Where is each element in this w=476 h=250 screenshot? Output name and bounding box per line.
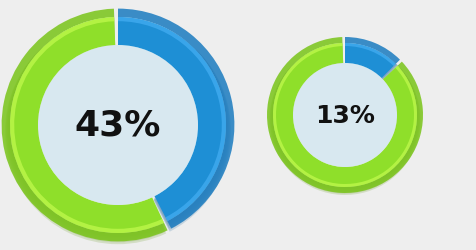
Wedge shape [8, 18, 165, 237]
Text: 13%: 13% [315, 104, 375, 128]
Wedge shape [345, 44, 397, 81]
Wedge shape [273, 44, 417, 187]
Wedge shape [345, 44, 396, 67]
Wedge shape [345, 44, 397, 82]
Wedge shape [118, 18, 228, 227]
Wedge shape [345, 44, 398, 84]
Wedge shape [345, 44, 396, 79]
Wedge shape [345, 44, 397, 82]
Wedge shape [270, 44, 419, 193]
Wedge shape [6, 19, 166, 242]
Wedge shape [293, 64, 397, 167]
Wedge shape [118, 19, 231, 232]
Wedge shape [118, 18, 228, 225]
Wedge shape [10, 18, 164, 233]
Wedge shape [272, 44, 418, 190]
Wedge shape [118, 19, 230, 230]
Wedge shape [1, 10, 168, 241]
Wedge shape [118, 18, 226, 221]
Text: 43%: 43% [75, 108, 161, 142]
Wedge shape [118, 19, 229, 228]
Wedge shape [345, 38, 400, 65]
Wedge shape [267, 38, 423, 193]
Wedge shape [8, 18, 165, 239]
Wedge shape [271, 44, 419, 191]
Wedge shape [38, 46, 152, 205]
Wedge shape [345, 60, 384, 79]
Wedge shape [273, 44, 417, 187]
Wedge shape [118, 44, 199, 198]
Wedge shape [33, 41, 154, 210]
Wedge shape [345, 64, 382, 82]
Wedge shape [7, 19, 166, 240]
Circle shape [293, 64, 397, 167]
Circle shape [38, 46, 198, 205]
Wedge shape [289, 60, 401, 171]
Wedge shape [118, 41, 203, 201]
Wedge shape [270, 44, 420, 194]
Wedge shape [345, 62, 383, 90]
Wedge shape [269, 45, 421, 195]
Wedge shape [10, 18, 164, 233]
Wedge shape [5, 19, 166, 244]
Wedge shape [118, 10, 234, 228]
Wedge shape [118, 46, 198, 196]
Wedge shape [118, 18, 226, 221]
Wedge shape [345, 44, 398, 84]
